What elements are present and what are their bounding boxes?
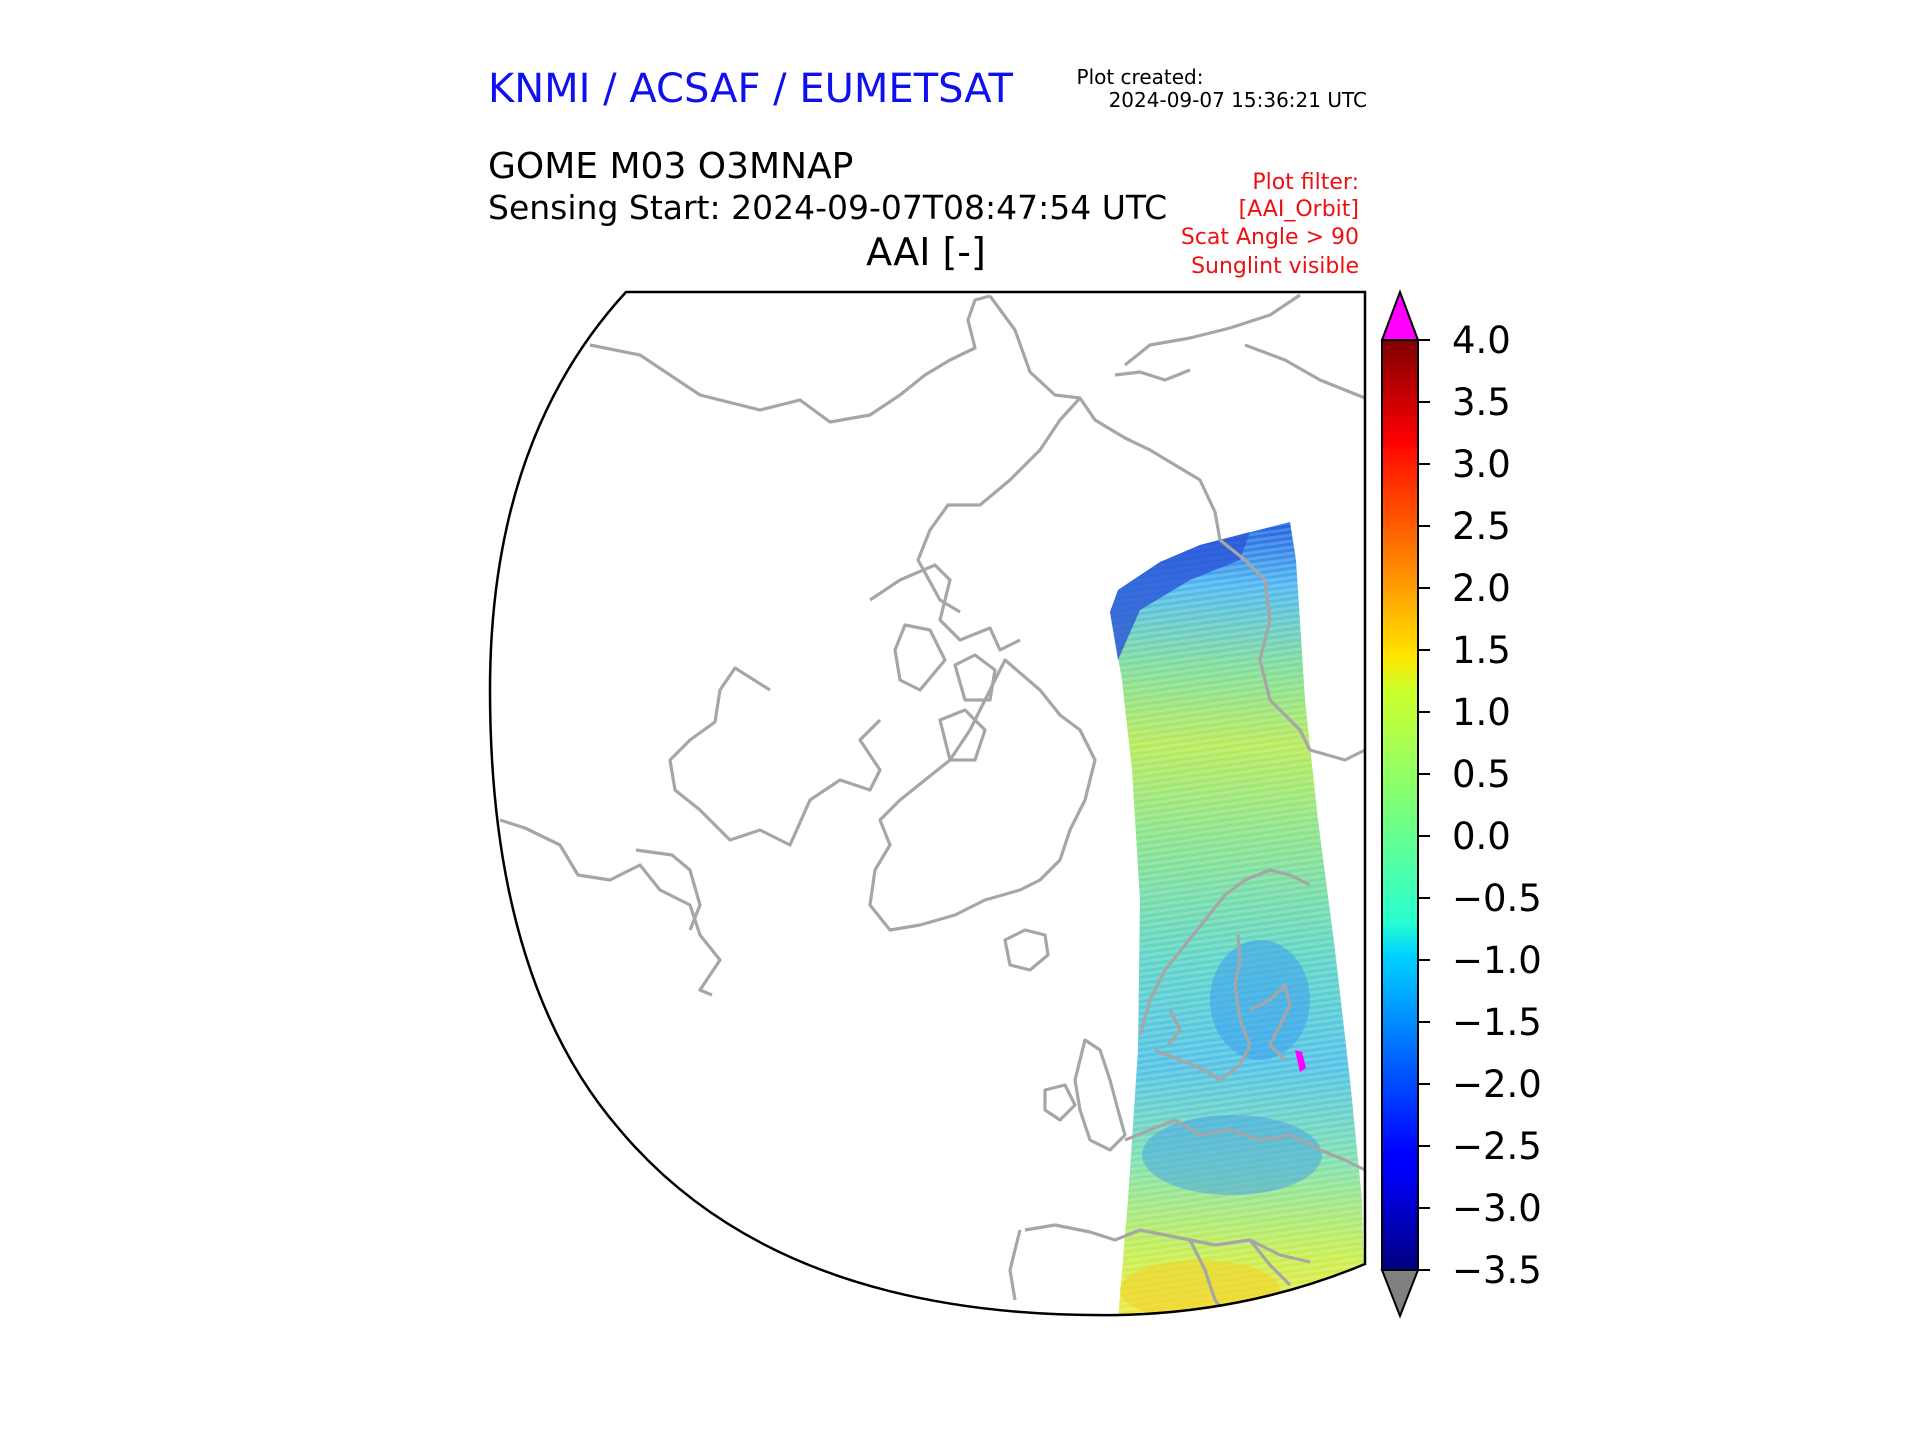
colorbar-tick-label: −2.5: [1452, 1125, 1542, 1168]
plot-created-time: 2024-09-07 15:36:21 UTC: [1108, 88, 1367, 112]
colorbar-over-triangle: [1380, 289, 1420, 341]
product-title: GOME M03 O3MNAP: [488, 146, 854, 187]
aai-hotspot: [1295, 1050, 1306, 1072]
organization-title: KNMI / ACSAF / EUMETSAT: [488, 66, 1013, 112]
colorbar-tick-label: 2.0: [1452, 567, 1511, 610]
plot-filter-name: [AAI_Orbit]: [1238, 197, 1359, 222]
plot-filter-sunglint: Sunglint visible: [1191, 254, 1359, 279]
colorbar-tick-label: −2.0: [1452, 1063, 1542, 1106]
colorbar: 4.0 3.5 3.0 2.5 2.0 1.5 1.0 0.5 0.0 −0.5 −1.0 −1.5 −…: [1380, 289, 1542, 1319]
variable-title: AAI [-]: [866, 230, 986, 274]
colorbar-tick-label: −3.5: [1452, 1249, 1542, 1292]
colorbar-tick-label: 2.5: [1452, 505, 1511, 548]
colorbar-scale: [1381, 339, 1419, 1271]
colorbar-tick-label: 0.0: [1452, 815, 1511, 858]
colorbar-under-triangle: [1380, 1269, 1420, 1319]
coastlines: [499, 293, 1365, 1316]
plot-filter-scat-angle: Scat Angle > 90: [1180, 225, 1359, 250]
aai-swath: [1110, 522, 1365, 1316]
map-boundary: [488, 290, 1367, 1317]
colorbar-tick-label: 0.5: [1452, 753, 1511, 796]
colorbar-tick-label: 3.5: [1452, 381, 1511, 424]
colorbar-tick-label: 3.0: [1452, 443, 1511, 486]
plot-created-label: Plot created:: [1076, 65, 1204, 89]
sensing-start: Sensing Start: 2024-09-07T08:47:54 UTC: [488, 188, 1168, 227]
colorbar-tick-label: 1.0: [1452, 691, 1511, 734]
plot-filter-label: Plot filter:: [1252, 170, 1359, 195]
colorbar-tick-label: −0.5: [1452, 877, 1542, 920]
colorbar-tick-label: 1.5: [1452, 629, 1511, 672]
colorbar-tick-label: 4.0: [1452, 319, 1511, 362]
colorbar-tick-label: −3.0: [1452, 1187, 1542, 1230]
colorbar-tick-label: −1.5: [1452, 1001, 1542, 1044]
colorbar-tick-label: −1.0: [1452, 939, 1542, 982]
